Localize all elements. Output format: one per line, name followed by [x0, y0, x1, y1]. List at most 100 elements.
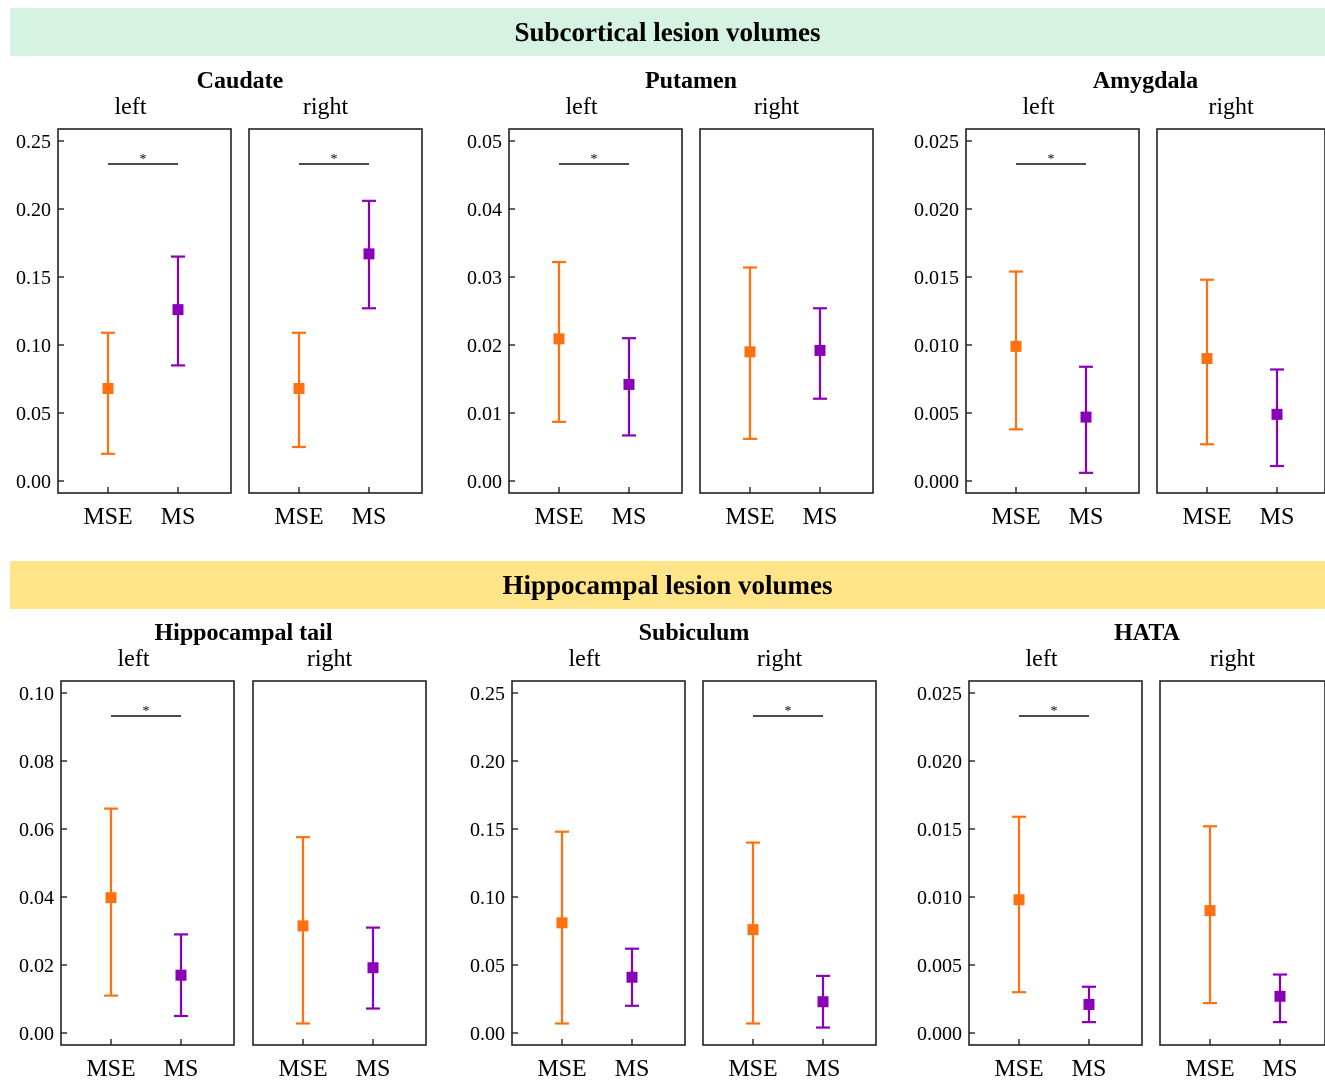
- y-tick-label: 0.02: [19, 955, 54, 977]
- mean-marker-mse: [1201, 353, 1213, 365]
- y-tick-label: 0.04: [467, 199, 502, 221]
- panel-frame: [60, 680, 235, 1046]
- category-label-ms: MS: [1069, 504, 1104, 530]
- panel-frame: [248, 128, 423, 494]
- side-label-right: right: [307, 646, 353, 672]
- category-label-ms: MS: [164, 1056, 199, 1080]
- y-tick-label: 0.25: [16, 131, 51, 153]
- panel-frame: [965, 128, 1140, 494]
- section-banner-subcortical: Subcortical lesion volumes: [10, 8, 1325, 56]
- category-label-ms: MS: [352, 504, 387, 530]
- mean-marker-ms: [814, 344, 826, 356]
- mean-marker-ms: [623, 378, 635, 390]
- y-tick-label: 0.005: [914, 403, 959, 425]
- significance-marker: *: [331, 152, 338, 167]
- mean-marker-ms: [817, 996, 829, 1008]
- mean-marker-ms: [172, 304, 184, 316]
- y-tick-label: 0.025: [917, 683, 962, 705]
- mean-marker-ms: [367, 962, 379, 974]
- significance-marker: *: [1048, 152, 1055, 167]
- category-label-ms: MS: [806, 1056, 841, 1080]
- y-tick-label: 0.20: [16, 199, 51, 221]
- category-label-mse: MSE: [994, 1056, 1043, 1080]
- mean-marker-ms: [626, 971, 638, 983]
- category-label-ms: MS: [356, 1056, 391, 1080]
- side-label-left: left: [1023, 94, 1055, 120]
- y-tick-label: 0.06: [19, 819, 54, 841]
- panel-frame: [57, 128, 232, 494]
- y-tick-label: 0.05: [470, 955, 505, 977]
- category-label-ms: MS: [615, 1056, 650, 1080]
- y-tick-label: 0.015: [914, 267, 959, 289]
- category-label-ms: MS: [803, 504, 838, 530]
- y-tick-label: 0.020: [917, 751, 962, 773]
- mean-marker-ms: [1274, 990, 1286, 1002]
- significance-marker: *: [143, 704, 150, 719]
- section-banner-hippocampal: Hippocampal lesion volumes: [10, 561, 1325, 609]
- category-label-mse: MSE: [83, 504, 132, 530]
- mean-marker-mse: [747, 924, 759, 936]
- y-tick-label: 0.00: [470, 1023, 505, 1045]
- y-tick-label: 0.15: [470, 819, 505, 841]
- side-label-left: left: [566, 94, 598, 120]
- mean-marker-mse: [553, 333, 565, 345]
- mean-marker-mse: [744, 346, 756, 358]
- y-tick-label: 0.15: [16, 267, 51, 289]
- category-label-ms: MS: [1072, 1056, 1107, 1080]
- y-tick-label: 0.000: [917, 1023, 962, 1045]
- y-tick-label: 0.20: [470, 751, 505, 773]
- category-label-mse: MSE: [991, 504, 1040, 530]
- mean-marker-mse: [1010, 340, 1022, 352]
- category-label-ms: MS: [161, 504, 196, 530]
- significance-marker: *: [140, 152, 147, 167]
- y-tick-label: 0.10: [19, 683, 54, 705]
- group-title: Hippocampal tail: [154, 620, 332, 646]
- group-title: Putamen: [645, 68, 737, 94]
- category-label-ms: MS: [612, 504, 647, 530]
- y-tick-label: 0.04: [19, 887, 54, 909]
- mean-marker-ms: [1080, 411, 1092, 423]
- category-label-ms: MS: [1263, 1056, 1298, 1080]
- category-label-mse: MSE: [534, 504, 583, 530]
- category-label-ms: MS: [1260, 504, 1295, 530]
- mean-marker-mse: [1013, 894, 1025, 906]
- y-tick-label: 0.00: [16, 471, 51, 493]
- significance-marker: *: [1051, 704, 1058, 719]
- mean-marker-mse: [556, 917, 568, 929]
- y-tick-label: 0.010: [917, 887, 962, 909]
- y-tick-label: 0.02: [467, 335, 502, 357]
- panel-frame: [252, 680, 427, 1046]
- y-tick-label: 0.08: [19, 751, 54, 773]
- side-label-right: right: [1210, 646, 1256, 672]
- y-tick-label: 0.010: [914, 335, 959, 357]
- side-label-right: right: [754, 94, 800, 120]
- category-label-mse: MSE: [86, 1056, 135, 1080]
- y-tick-label: 0.05: [467, 131, 502, 153]
- side-label-left: left: [569, 646, 601, 672]
- mean-marker-ms: [175, 969, 187, 981]
- significance-marker: *: [591, 152, 598, 167]
- side-label-right: right: [303, 94, 349, 120]
- y-tick-label: 0.10: [16, 335, 51, 357]
- panel-frame: [508, 128, 683, 494]
- y-tick-label: 0.25: [470, 683, 505, 705]
- category-label-mse: MSE: [537, 1056, 586, 1080]
- panel-frame: [699, 128, 874, 494]
- category-label-mse: MSE: [725, 504, 774, 530]
- y-tick-label: 0.00: [467, 471, 502, 493]
- panel-frame: [1156, 128, 1325, 494]
- y-tick-label: 0.05: [16, 403, 51, 425]
- category-label-mse: MSE: [728, 1056, 777, 1080]
- side-label-left: left: [115, 94, 147, 120]
- mean-marker-mse: [105, 892, 117, 904]
- significance-marker: *: [785, 704, 792, 719]
- side-label-left: left: [118, 646, 150, 672]
- group-title: HATA: [1114, 620, 1180, 646]
- y-tick-label: 0.025: [914, 131, 959, 153]
- category-label-mse: MSE: [278, 1056, 327, 1080]
- mean-marker-mse: [1204, 905, 1216, 917]
- side-label-right: right: [1208, 94, 1254, 120]
- mean-marker-ms: [1271, 408, 1283, 420]
- group-title: Caudate: [197, 68, 284, 94]
